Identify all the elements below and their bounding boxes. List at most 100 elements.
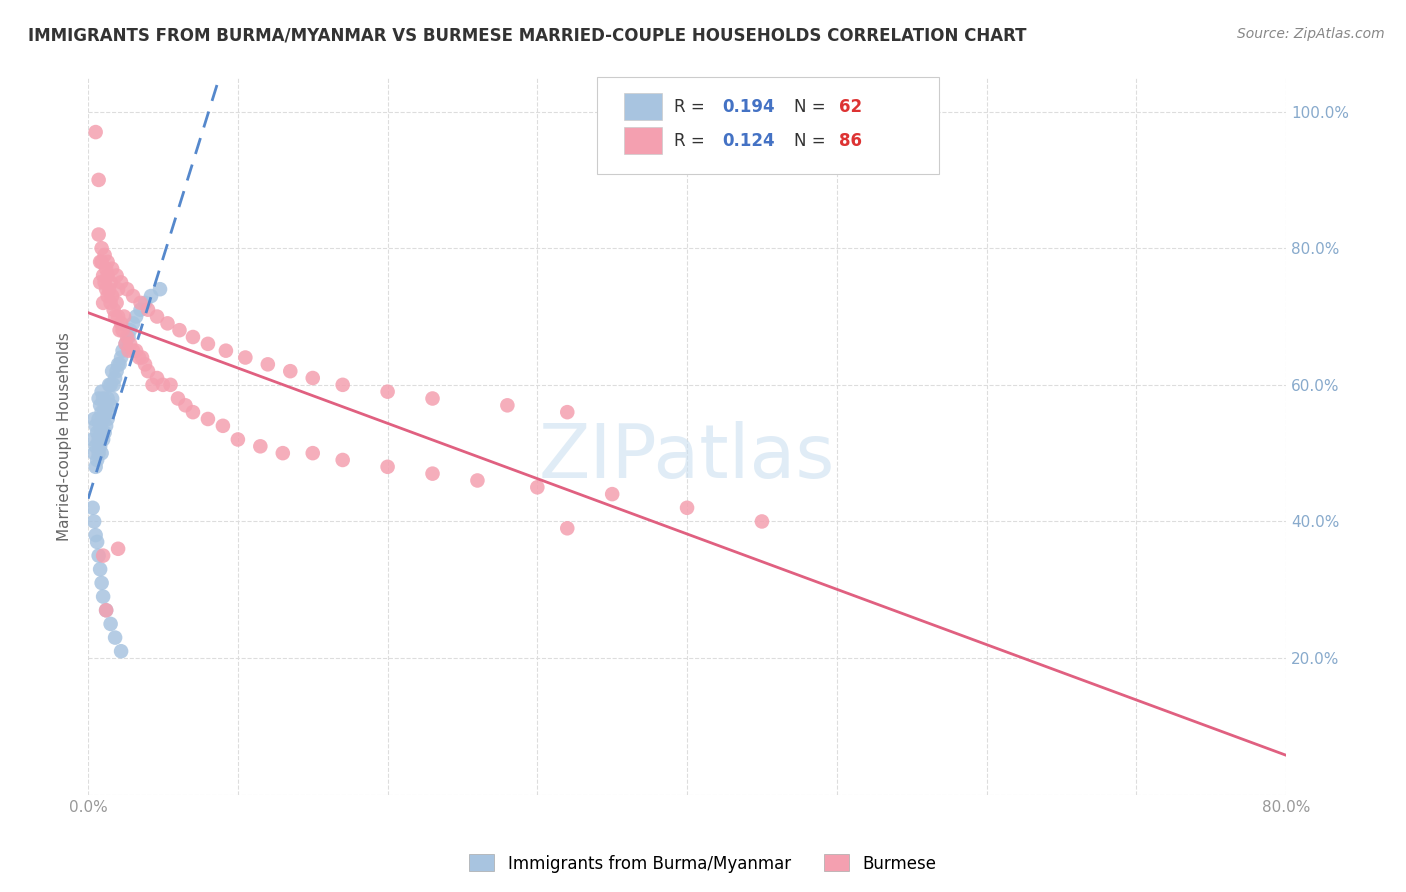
Point [97, 268, 120, 283]
Text: ZIPatlas: ZIPatlas [538, 421, 835, 494]
Text: 0.194: 0.194 [721, 98, 775, 116]
Point [555, 405, 578, 419]
Point [120, 323, 142, 337]
Point [94, 398, 117, 412]
Point [94, 282, 117, 296]
Point [94, 261, 117, 276]
Text: 0.124: 0.124 [721, 131, 775, 150]
Point [107, 541, 129, 556]
Point [136, 364, 159, 378]
Point [149, 282, 172, 296]
Point [98, 282, 121, 296]
Point [84, 439, 107, 453]
Text: N =: N = [793, 131, 831, 150]
Point [141, 377, 163, 392]
Point [215, 343, 238, 358]
Point [84, 125, 107, 139]
Point [197, 336, 219, 351]
Point [87, 392, 110, 406]
Point [101, 392, 124, 406]
Point [98, 405, 121, 419]
Point [94, 418, 117, 433]
Point [114, 336, 136, 351]
Point [134, 296, 156, 310]
Point [156, 317, 179, 331]
Point [167, 392, 190, 406]
Point [97, 412, 120, 426]
Point [128, 351, 150, 365]
Point [87, 433, 110, 447]
Point [91, 412, 114, 426]
Point [117, 343, 139, 358]
Point [108, 323, 131, 337]
Point [125, 310, 148, 324]
Point [115, 330, 138, 344]
Point [104, 310, 127, 324]
Point [332, 453, 354, 467]
Point [91, 296, 114, 310]
Point [131, 351, 153, 365]
Point [110, 644, 132, 658]
Point [83, 412, 105, 426]
Point [332, 377, 354, 392]
Y-axis label: Married-couple Households: Married-couple Households [58, 332, 72, 541]
Point [97, 289, 120, 303]
Point [117, 330, 139, 344]
Point [600, 487, 623, 501]
Point [94, 603, 117, 617]
Point [467, 474, 489, 488]
Point [90, 576, 112, 591]
Point [93, 405, 115, 419]
Text: R =: R = [673, 131, 710, 150]
Point [82, 433, 104, 447]
FancyBboxPatch shape [598, 78, 939, 174]
Point [104, 371, 127, 385]
Point [377, 459, 399, 474]
Point [146, 371, 169, 385]
Point [110, 351, 132, 365]
Point [89, 418, 111, 433]
Point [103, 302, 125, 317]
Point [122, 289, 145, 303]
Point [301, 371, 323, 385]
Point [197, 412, 219, 426]
Point [146, 310, 169, 324]
Point [278, 364, 301, 378]
Point [115, 282, 138, 296]
Point [751, 515, 773, 529]
Point [100, 276, 122, 290]
Point [212, 418, 235, 433]
Point [526, 480, 548, 494]
Point [91, 268, 114, 283]
Point [249, 439, 271, 453]
Point [152, 377, 174, 392]
Point [97, 392, 120, 406]
Point [112, 310, 135, 324]
Point [129, 302, 152, 317]
Text: 86: 86 [839, 131, 862, 150]
Point [107, 282, 129, 296]
Point [122, 343, 145, 358]
Point [139, 289, 162, 303]
Point [129, 296, 152, 310]
Text: Source: ZipAtlas.com: Source: ZipAtlas.com [1237, 27, 1385, 41]
Text: R =: R = [673, 98, 710, 116]
Point [235, 351, 257, 365]
Point [86, 535, 108, 549]
Legend: Immigrants from Burma/Myanmar, Burmese: Immigrants from Burma/Myanmar, Burmese [463, 847, 943, 880]
Point [676, 500, 699, 515]
Point [91, 392, 114, 406]
Point [93, 248, 115, 262]
Point [100, 296, 122, 310]
Point [89, 439, 111, 453]
Point [91, 549, 114, 563]
Point [83, 515, 105, 529]
Point [90, 255, 112, 269]
Point [87, 412, 110, 426]
Point [91, 433, 114, 447]
Point [107, 310, 129, 324]
Point [90, 446, 112, 460]
Point [159, 377, 181, 392]
Point [84, 459, 107, 474]
Point [90, 241, 112, 255]
